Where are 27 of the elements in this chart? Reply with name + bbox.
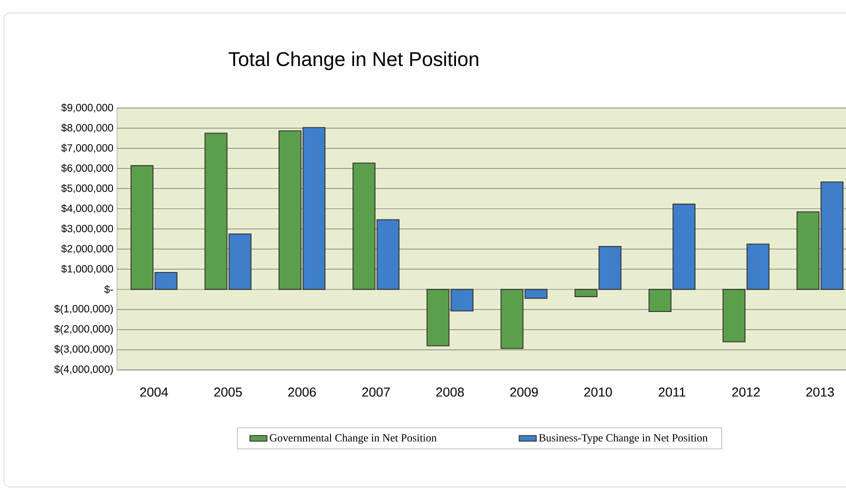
- y-tick-label: $6,000,000: [61, 164, 114, 173]
- x-tick-label: 2012: [732, 388, 760, 397]
- x-tick-label: 2006: [288, 388, 316, 397]
- y-tick-label: $(2,000,000): [54, 324, 113, 335]
- x-tick-label: 2013: [806, 388, 834, 397]
- x-tick-label: 2011: [658, 388, 686, 397]
- y-tick-label: $8,000,000: [61, 124, 114, 133]
- chart-title: Total Change in Net Position: [228, 52, 478, 70]
- y-tick-label: $2,000,000: [61, 244, 114, 254]
- y-tick-label: $(3,000,000): [54, 344, 113, 355]
- x-tick-label: 2007: [362, 388, 390, 397]
- y-tick-label: $5,000,000: [61, 184, 114, 194]
- legend-label: Business-Type Change in Net Position: [538, 434, 708, 444]
- x-tick-label: 2010: [584, 388, 612, 397]
- y-tick-label: $4,000,000: [61, 204, 114, 214]
- legend-label: Governmental Change in Net Position: [270, 434, 437, 444]
- x-tick-label: 2009: [510, 388, 538, 397]
- x-tick-label: 2004: [140, 388, 168, 397]
- y-tick-label: $7,000,000: [61, 144, 114, 153]
- y-tick-label: $(4,000,000): [54, 365, 113, 375]
- x-tick-label: 2008: [436, 388, 464, 397]
- y-tick-label: $-: [104, 285, 114, 294]
- y-tick-label: $3,000,000: [61, 224, 114, 234]
- y-tick-label: $(1,000,000): [54, 304, 113, 314]
- x-tick-label: 2005: [214, 388, 242, 397]
- y-tick-label: $1,000,000: [61, 264, 114, 274]
- y-tick-label: $9,000,000: [61, 103, 114, 113]
